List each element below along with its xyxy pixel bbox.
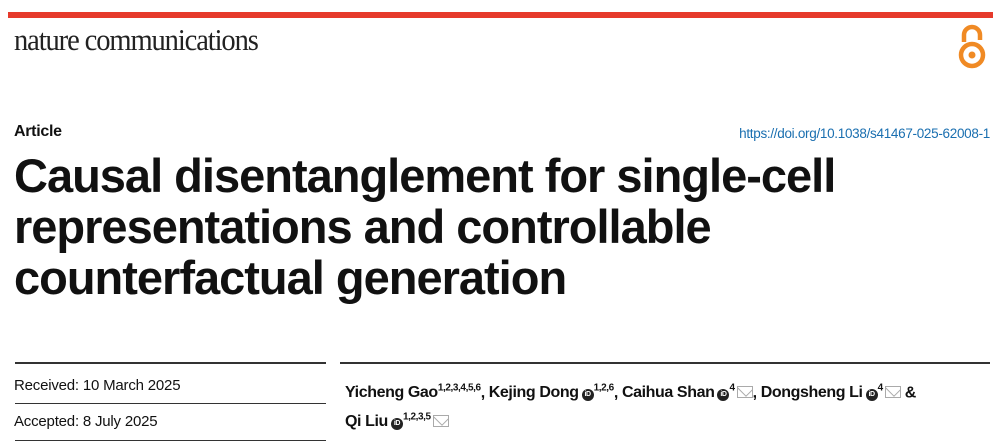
divider — [15, 362, 326, 364]
accepted-date: Accepted: 8 July 2025 — [14, 413, 158, 430]
author[interactable]: Qi Liu iD1,2,3,5 — [345, 411, 449, 430]
orcid-icon[interactable]: iD — [717, 389, 730, 402]
orcid-icon[interactable]: iD — [581, 389, 594, 402]
author[interactable]: Dongsheng Li iD4 — [761, 383, 901, 402]
journal-logo[interactable]: nature communications — [14, 22, 259, 57]
article-title: Causal disentanglement for single-cell r… — [14, 149, 836, 304]
article-type: Article — [14, 123, 62, 140]
email-icon[interactable] — [432, 414, 449, 427]
divider — [15, 403, 326, 404]
open-access-lock-icon — [958, 24, 986, 69]
orcid-icon[interactable]: iD — [390, 417, 403, 430]
divider — [340, 362, 990, 364]
author[interactable]: Kejing Dong iD1,2,6 — [488, 383, 614, 402]
divider — [15, 440, 326, 441]
email-icon[interactable] — [736, 386, 753, 399]
email-icon[interactable] — [884, 386, 901, 399]
author-list: Yicheng Gao1,2,3,4,5,6, Kejing Dong iD1,2… — [345, 383, 916, 430]
doi-link[interactable]: https://doi.org/10.1038/s41467-025-62008… — [739, 126, 990, 141]
orcid-icon[interactable]: iD — [865, 389, 878, 402]
journal-brand-bar — [8, 12, 993, 18]
author[interactable]: Yicheng Gao1,2,3,4,5,6 — [345, 383, 481, 402]
author[interactable]: Caihua Shan iD4 — [622, 383, 753, 402]
received-date: Received: 10 March 2025 — [14, 377, 181, 394]
